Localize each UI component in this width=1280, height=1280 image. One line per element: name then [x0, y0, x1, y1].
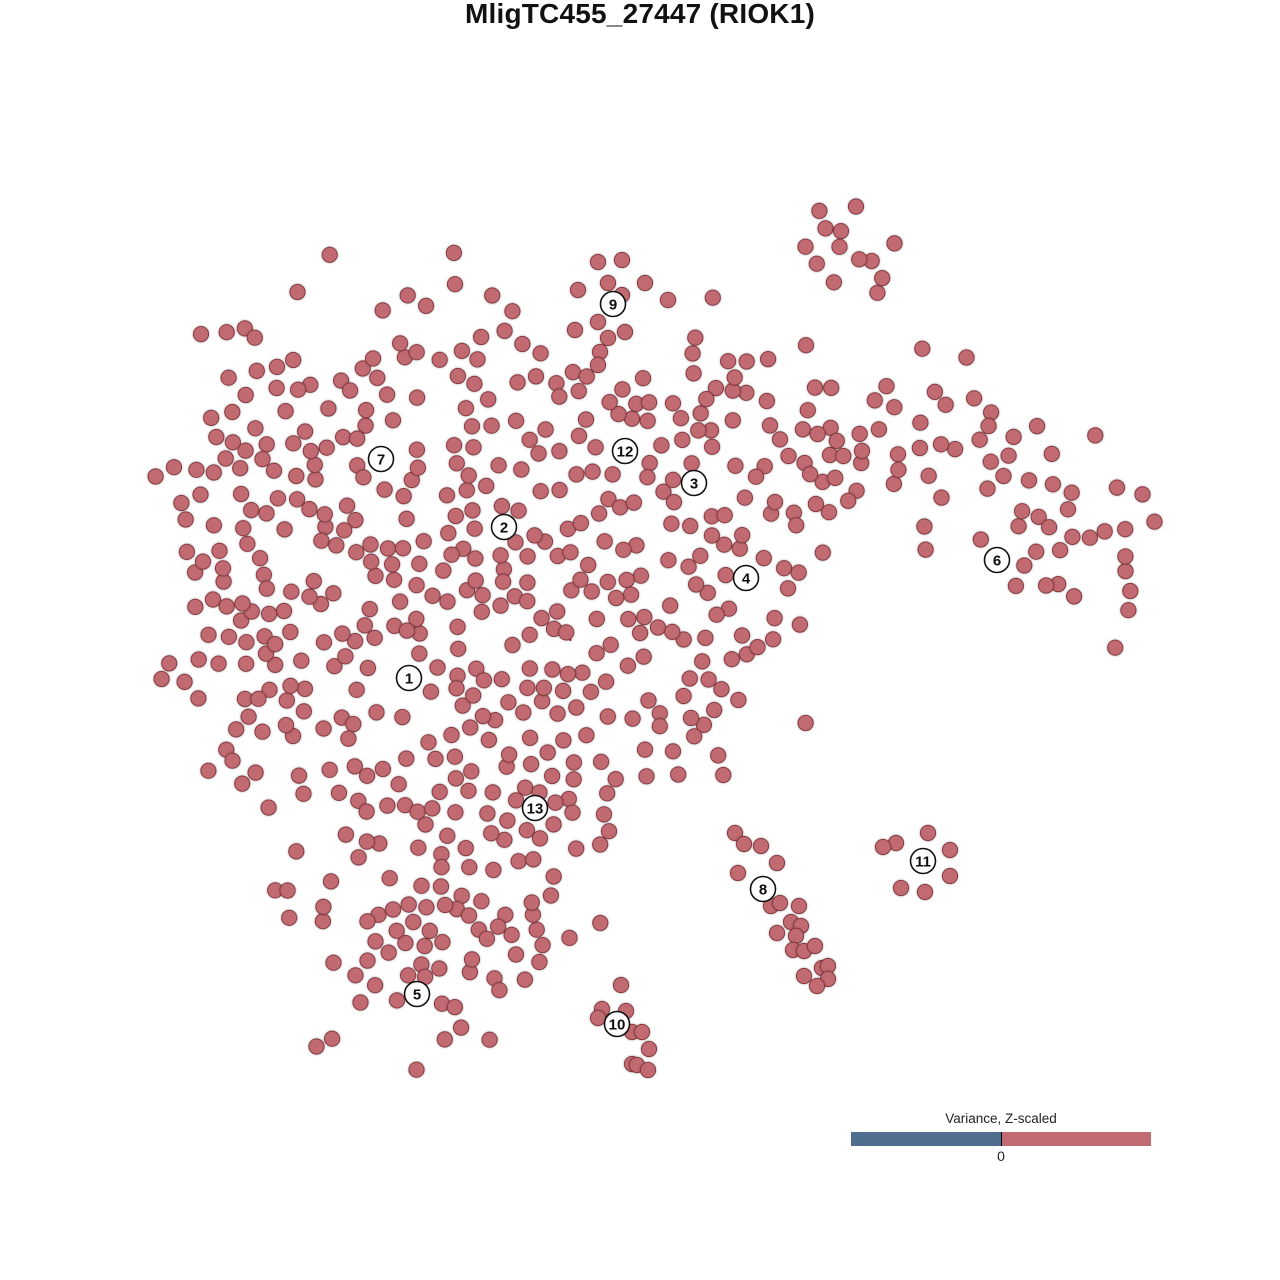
svg-text:11: 11 — [915, 854, 931, 871]
svg-text:13: 13 — [527, 801, 544, 818]
svg-text:10: 10 — [609, 1017, 626, 1034]
svg-text:1: 1 — [405, 671, 413, 688]
svg-text:12: 12 — [617, 444, 634, 461]
svg-text:5: 5 — [413, 987, 421, 1004]
svg-text:9: 9 — [609, 297, 617, 314]
svg-text:7: 7 — [377, 452, 385, 469]
svg-text:6: 6 — [993, 553, 1001, 570]
svg-text:3: 3 — [690, 476, 698, 493]
svg-text:8: 8 — [759, 882, 767, 899]
svg-text:4: 4 — [742, 571, 751, 588]
svg-text:2: 2 — [500, 520, 508, 537]
